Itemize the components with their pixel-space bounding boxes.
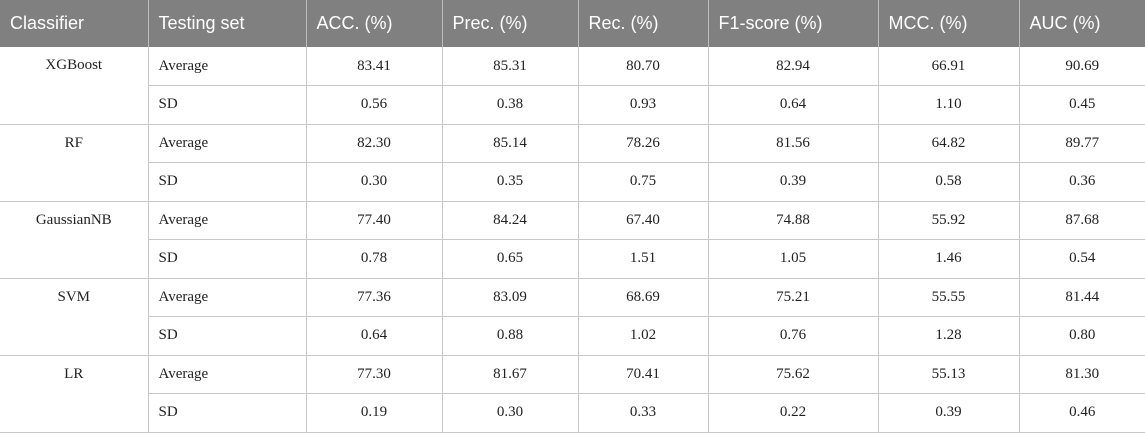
header-row: Classifier Testing set ACC. (%) Prec. (%… [0,0,1145,47]
auc-cell: 89.77 [1019,124,1145,163]
table-row: XGBoost Average 83.41 85.31 80.70 82.94 … [0,47,1145,125]
table-row: SD 0.56 0.38 0.93 0.64 1.10 0.45 [0,85,1145,125]
auc-cell: 0.36 [1019,162,1145,202]
acc-cell: 77.40 [306,201,443,240]
classifier-cell: GaussianNB [0,201,149,279]
testing-set-cell: Average [148,355,307,394]
mcc-cell: 1.28 [878,316,1020,356]
prec-cell: 81.67 [442,355,579,394]
rec-cell: 67.40 [578,201,709,240]
mcc-cell: 0.58 [878,162,1020,202]
rec-cell: 1.51 [578,239,709,279]
testing-set-cell: Average [148,124,307,163]
mcc-cell: 55.92 [878,201,1020,240]
testing-set-cell: Average [148,201,307,240]
prec-cell: 0.30 [442,393,579,433]
header-testing-set: Testing set [148,0,307,47]
f1-cell: 82.94 [708,47,879,86]
auc-cell: 0.45 [1019,85,1145,125]
classifier-cell: LR [0,355,149,433]
prec-cell: 83.09 [442,278,579,317]
mcc-cell: 0.39 [878,393,1020,433]
prec-cell: 0.88 [442,316,579,356]
acc-cell: 82.30 [306,124,443,163]
rec-cell: 68.69 [578,278,709,317]
f1-cell: 81.56 [708,124,879,163]
rec-cell: 0.93 [578,85,709,125]
classifier-cell: SVM [0,278,149,356]
mcc-cell: 64.82 [878,124,1020,163]
auc-cell: 90.69 [1019,47,1145,86]
prec-cell: 85.14 [442,124,579,163]
mcc-cell: 55.55 [878,278,1020,317]
testing-set-cell: SD [148,162,307,202]
f1-cell: 75.21 [708,278,879,317]
mcc-cell: 66.91 [878,47,1020,86]
acc-cell: 83.41 [306,47,443,86]
header-classifier: Classifier [0,0,149,47]
header-acc: ACC. (%) [306,0,443,47]
testing-set-cell: SD [148,239,307,279]
rec-cell: 80.70 [578,47,709,86]
auc-cell: 0.54 [1019,239,1145,279]
table-row: LR Average 77.30 81.67 70.41 75.62 55.13… [0,355,1145,433]
f1-cell: 0.64 [708,85,879,125]
header-prec: Prec. (%) [442,0,579,47]
auc-cell: 81.44 [1019,278,1145,317]
table-row: RF Average 82.30 85.14 78.26 81.56 64.82… [0,124,1145,202]
prec-cell: 0.65 [442,239,579,279]
header-rec: Rec. (%) [578,0,709,47]
auc-cell: 0.80 [1019,316,1145,356]
f1-cell: 74.88 [708,201,879,240]
classifier-cell: RF [0,124,149,202]
auc-cell: 81.30 [1019,355,1145,394]
f1-cell: 0.76 [708,316,879,356]
acc-cell: 0.19 [306,393,443,433]
table-row: GaussianNB Average 77.40 84.24 67.40 74.… [0,201,1145,279]
prec-cell: 0.35 [442,162,579,202]
acc-cell: 77.36 [306,278,443,317]
header-auc: AUC (%) [1019,0,1145,47]
classifier-cell: XGBoost [0,47,149,125]
auc-cell: 0.46 [1019,393,1145,433]
testing-set-cell: Average [148,278,307,317]
acc-cell: 0.56 [306,85,443,125]
f1-cell: 1.05 [708,239,879,279]
table-row: SD 0.19 0.30 0.33 0.22 0.39 0.46 [0,393,1145,433]
mcc-cell: 1.10 [878,85,1020,125]
testing-set-cell: SD [148,393,307,433]
acc-cell: 0.30 [306,162,443,202]
auc-cell: 87.68 [1019,201,1145,240]
table-row: SVM Average 77.36 83.09 68.69 75.21 55.5… [0,278,1145,356]
acc-cell: 0.78 [306,239,443,279]
table-row: SD 0.64 0.88 1.02 0.76 1.28 0.80 [0,316,1145,356]
mcc-cell: 1.46 [878,239,1020,279]
acc-cell: 0.64 [306,316,443,356]
rec-cell: 0.75 [578,162,709,202]
rec-cell: 0.33 [578,393,709,433]
table-row: SD 0.78 0.65 1.51 1.05 1.46 0.54 [0,239,1145,279]
acc-cell: 77.30 [306,355,443,394]
testing-set-cell: SD [148,85,307,125]
table-row: SD 0.30 0.35 0.75 0.39 0.58 0.36 [0,162,1145,202]
header-mcc: MCC. (%) [878,0,1020,47]
mcc-cell: 55.13 [878,355,1020,394]
rec-cell: 1.02 [578,316,709,356]
rec-cell: 70.41 [578,355,709,394]
prec-cell: 84.24 [442,201,579,240]
f1-cell: 0.39 [708,162,879,202]
testing-set-cell: SD [148,316,307,356]
prec-cell: 85.31 [442,47,579,86]
rec-cell: 78.26 [578,124,709,163]
testing-set-cell: Average [148,47,307,86]
f1-cell: 75.62 [708,355,879,394]
prec-cell: 0.38 [442,85,579,125]
header-f1: F1-score (%) [708,0,879,47]
f1-cell: 0.22 [708,393,879,433]
